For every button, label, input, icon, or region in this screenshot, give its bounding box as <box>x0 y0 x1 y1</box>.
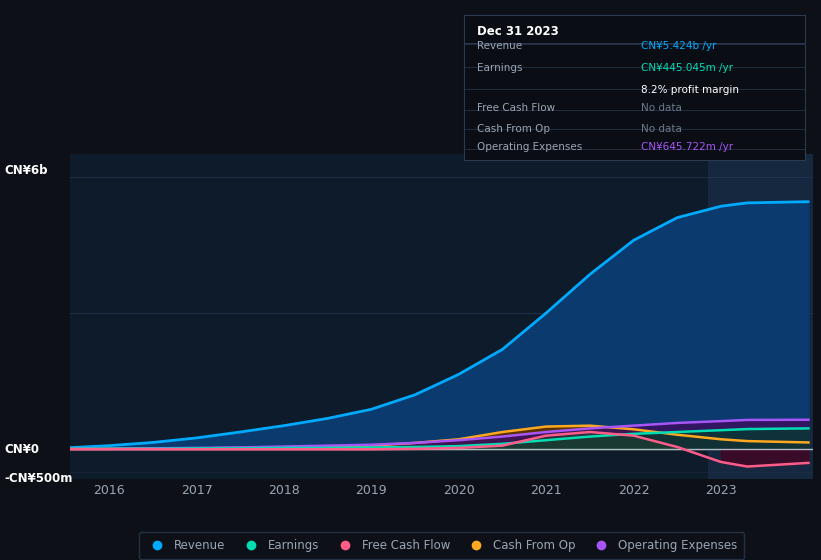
Text: CN¥645.722m /yr: CN¥645.722m /yr <box>641 142 733 152</box>
Text: Revenue: Revenue <box>478 40 523 50</box>
Text: 8.2% profit margin: 8.2% profit margin <box>641 85 739 95</box>
Text: Earnings: Earnings <box>478 63 523 73</box>
Text: Free Cash Flow: Free Cash Flow <box>478 104 556 113</box>
Legend: Revenue, Earnings, Free Cash Flow, Cash From Op, Operating Expenses: Revenue, Earnings, Free Cash Flow, Cash … <box>139 532 744 559</box>
Text: CN¥6b: CN¥6b <box>4 164 48 177</box>
Text: Operating Expenses: Operating Expenses <box>478 142 583 152</box>
Text: -CN¥500m: -CN¥500m <box>4 472 72 485</box>
Text: Dec 31 2023: Dec 31 2023 <box>478 25 559 38</box>
Text: CN¥445.045m /yr: CN¥445.045m /yr <box>641 63 733 73</box>
Bar <box>708 154 813 479</box>
Text: CN¥0: CN¥0 <box>4 443 39 456</box>
Text: No data: No data <box>641 104 682 113</box>
Text: CN¥5.424b /yr: CN¥5.424b /yr <box>641 40 717 50</box>
Text: No data: No data <box>641 124 682 134</box>
Text: Cash From Op: Cash From Op <box>478 124 551 134</box>
